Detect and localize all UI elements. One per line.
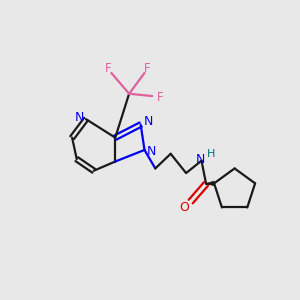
Text: N: N: [147, 145, 156, 158]
Text: N: N: [75, 111, 85, 124]
Text: N: N: [195, 153, 205, 166]
Polygon shape: [206, 181, 214, 186]
Text: F: F: [105, 62, 112, 75]
Text: O: O: [180, 201, 190, 214]
Text: H: H: [206, 149, 215, 159]
Text: F: F: [157, 91, 163, 104]
Text: F: F: [144, 62, 151, 75]
Text: N: N: [144, 115, 153, 128]
